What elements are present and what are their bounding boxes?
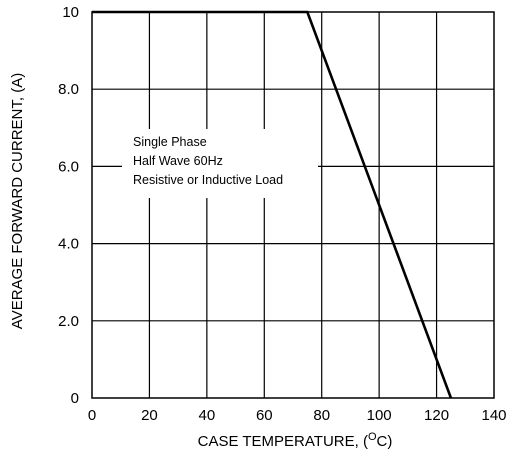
annotation: Single Phase Half Wave 60Hz Resistive or I…	[133, 135, 283, 187]
x-tick-label: 120	[424, 407, 449, 424]
y-tick-label: 6.0	[58, 158, 79, 175]
series-line	[92, 10, 453, 399]
x-tick-label: 0	[88, 407, 96, 424]
annotation-background	[122, 129, 318, 198]
x-tick-label: 40	[199, 407, 216, 424]
plot-frame	[91, 11, 495, 399]
series	[92, 10, 453, 399]
x-tick-label: 80	[313, 407, 330, 424]
x-tick-label: 60	[256, 407, 273, 424]
x-axis-title-superscript: O	[368, 431, 377, 443]
x-tick-label: 140	[481, 407, 506, 424]
annotation-line: Resistive or Inductive Load	[133, 173, 283, 187]
x-axis-title: CASE TEMPERATURE, (OC)	[198, 431, 393, 450]
y-tick-labels: 0 2.0 4.0 6.0 8.0 10	[58, 4, 79, 407]
x-axis-title-unit: C)	[377, 433, 393, 450]
grid	[92, 12, 494, 398]
y-tick-label: 4.0	[58, 236, 79, 253]
y-tick-label: 2.0	[58, 313, 79, 330]
x-tick-label: 20	[141, 407, 158, 424]
y-axis-title: AVERAGE FORWARD CURRENT, (A)	[9, 73, 26, 329]
y-tick-label: 0	[71, 390, 79, 407]
annotation-line: Half Wave 60Hz	[133, 154, 223, 168]
annotation-line: Single Phase	[133, 135, 207, 149]
y-tick-label: 10	[62, 4, 79, 21]
x-tick-label: 100	[367, 407, 392, 424]
x-tick-labels: 0 20 40 60 80 100 120 140	[88, 407, 507, 424]
y-tick-label: 8.0	[58, 81, 79, 98]
x-axis-title-text: CASE TEMPERATURE, (	[198, 433, 368, 450]
